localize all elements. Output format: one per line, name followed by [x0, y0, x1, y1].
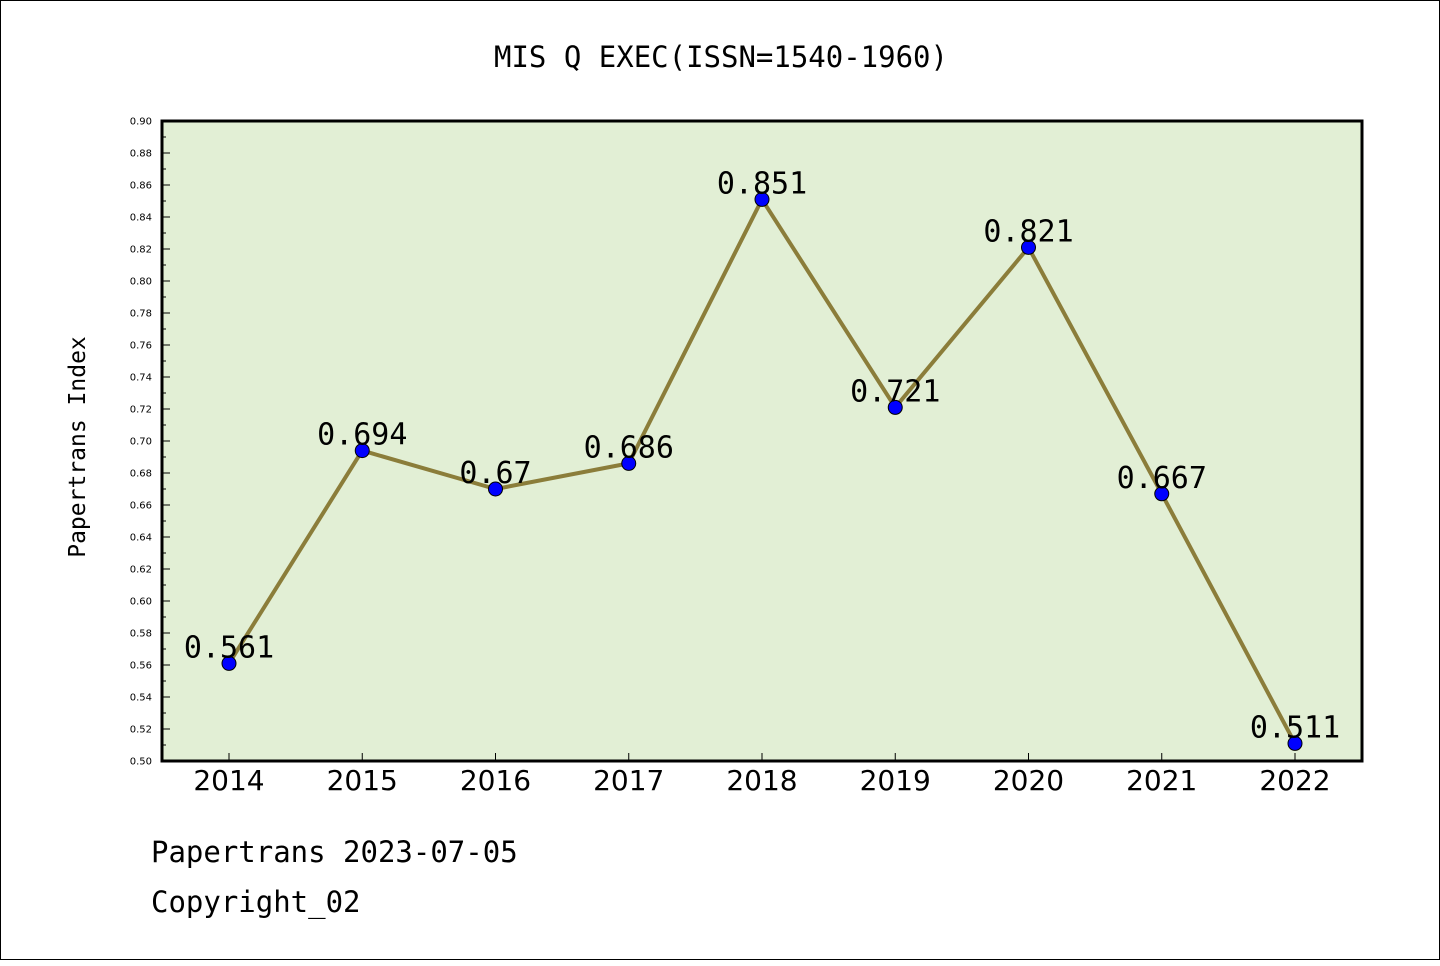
data-series: [221, 191, 1303, 751]
y-tick-label: 0.90: [130, 117, 152, 128]
y-tick-label: 0.78: [130, 309, 152, 320]
footer-copyright: Copyright_02: [151, 885, 361, 919]
x-tick-label: 2022: [1259, 764, 1330, 797]
y-tick-label: 0.74: [130, 373, 152, 384]
data-label: 0.821: [983, 214, 1073, 249]
y-tick-label: 0.64: [130, 533, 152, 544]
y-tick-label: 0.70: [130, 437, 152, 448]
chart-title: MIS Q EXEC(ISSN=1540-1960): [494, 40, 948, 74]
data-point: [1287, 735, 1303, 751]
data-label: 0.561: [184, 630, 274, 665]
y-tick-label: 0.60: [130, 597, 152, 608]
y-tick-label: 0.76: [130, 341, 152, 352]
data-label: 0.667: [1117, 461, 1207, 496]
y-tick-label: 0.50: [130, 757, 152, 768]
x-tick-label: 2018: [726, 764, 797, 797]
y-tick-label: 0.58: [130, 629, 152, 640]
y-tick-label: 0.84: [130, 213, 152, 224]
x-tick-label: 2014: [193, 764, 264, 797]
x-tick-label: 2017: [593, 764, 664, 797]
data-labels: 0.561 0.694 0.67 0.686 0.851 0.721 0.821 0.667 0…: [184, 166, 1340, 745]
y-tick-label: 0.62: [130, 565, 152, 576]
y-axis-ticks: 0.50 0.52 0.54 0.56 0.58 0.60 0.62 0.64 0.66 0.68…: [130, 117, 170, 768]
y-tick-label: 0.54: [130, 693, 152, 704]
y-tick-label: 0.52: [130, 725, 152, 736]
y-tick-label: 0.66: [130, 501, 152, 512]
y-tick-label: 0.82: [130, 245, 152, 256]
data-point: [887, 399, 903, 415]
data-label: 0.851: [717, 166, 807, 201]
data-point: [1154, 486, 1170, 502]
data-label: 0.721: [850, 374, 940, 409]
plot-area: [160, 119, 1364, 763]
x-tick-label: 2019: [860, 764, 931, 797]
y-tick-label: 0.80: [130, 277, 152, 288]
y-tick-label: 0.68: [130, 469, 152, 480]
x-axis-ticks: 2014 2015 2016 2017 2018 2019 2020 2021 2022: [193, 753, 1331, 797]
x-tick-label: 2020: [993, 764, 1064, 797]
x-tick-label: 2021: [1126, 764, 1197, 797]
data-label: 0.686: [584, 430, 674, 465]
x-tick-label: 2016: [460, 764, 531, 797]
data-point: [354, 443, 370, 459]
footer-source-date: Papertrans 2023-07-05: [151, 835, 518, 869]
data-label: 0.694: [317, 418, 407, 453]
data-point: [488, 481, 503, 497]
x-tick-label: 2015: [327, 764, 398, 797]
y-axis-label: Papertrans Index: [65, 336, 91, 558]
data-label: 0.511: [1250, 710, 1340, 745]
data-point: [754, 191, 770, 207]
y-tick-label: 0.88: [130, 149, 152, 160]
data-label: 0.67: [459, 456, 531, 491]
data-point: [621, 455, 637, 471]
y-tick-label: 0.72: [130, 405, 152, 416]
y-tick-label: 0.56: [130, 661, 152, 672]
data-point: [1021, 239, 1036, 255]
y-tick-label: 0.86: [130, 181, 152, 192]
data-point: [221, 655, 237, 671]
